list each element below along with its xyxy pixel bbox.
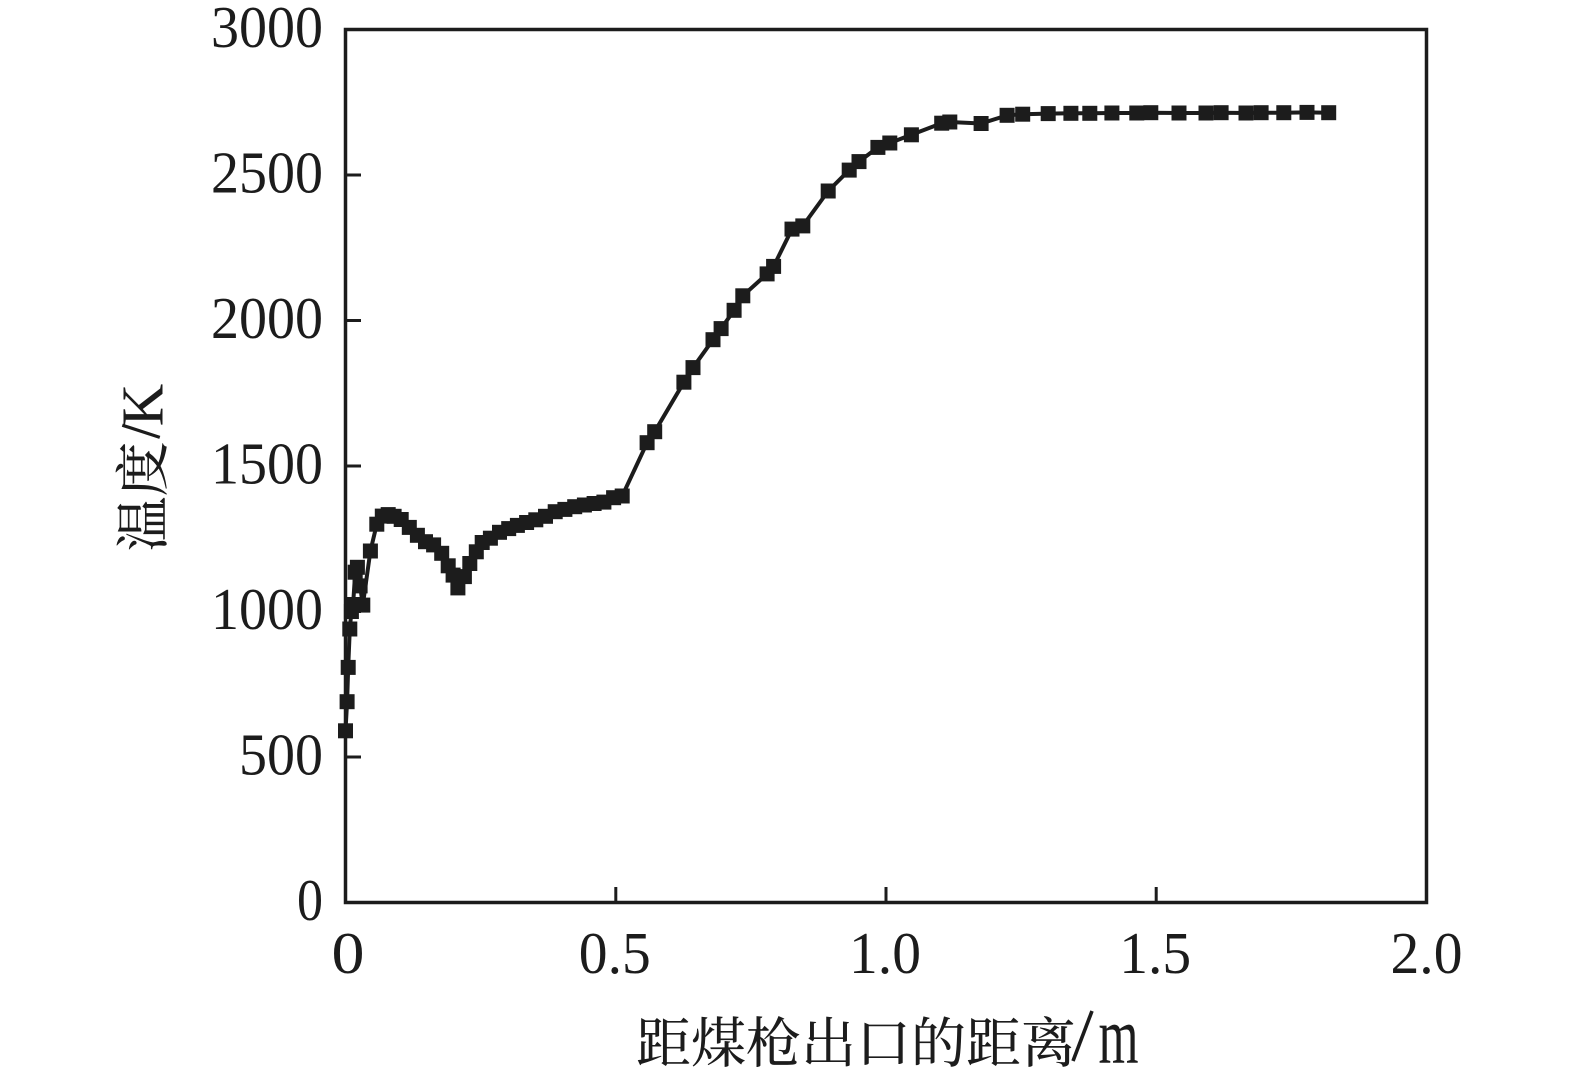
svg-text:0: 0 bbox=[297, 867, 323, 933]
svg-text:3000: 3000 bbox=[211, 0, 323, 60]
svg-text:2.0: 2.0 bbox=[1391, 920, 1463, 986]
svg-text:500: 500 bbox=[239, 722, 323, 788]
svg-text:0.5: 0.5 bbox=[579, 920, 651, 986]
svg-text:1000: 1000 bbox=[211, 576, 323, 642]
svg-text:m: m bbox=[1099, 992, 1139, 1079]
svg-text:1500: 1500 bbox=[211, 431, 323, 497]
svg-text:2000: 2000 bbox=[211, 285, 323, 351]
svg-text:0: 0 bbox=[332, 920, 365, 986]
svg-text:K: K bbox=[109, 384, 175, 427]
svg-text:1.5: 1.5 bbox=[1119, 920, 1191, 986]
svg-text:1.0: 1.0 bbox=[849, 920, 921, 986]
svg-text:2500: 2500 bbox=[211, 140, 323, 206]
